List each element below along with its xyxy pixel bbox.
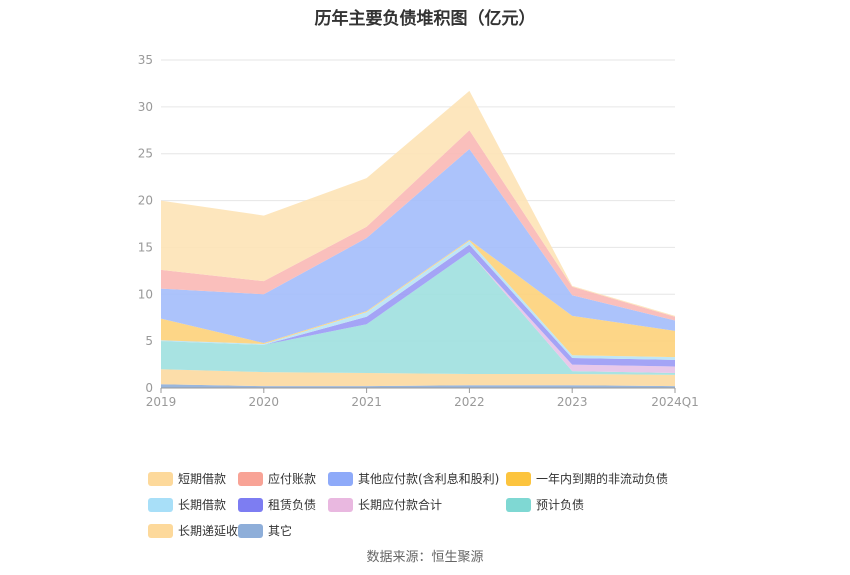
legend-item[interactable]: 长期应付款合计 [328, 496, 442, 513]
axes: 0 5 10 15 20 25 30 35 2019 2020 2021 2022 2023 2024Q1 [138, 53, 699, 409]
y-tick-label: 10 [138, 287, 153, 301]
x-tick-label: 2021 [351, 395, 382, 409]
legend-item[interactable]: 其他应付款(含利息和股利) [328, 470, 499, 487]
y-tick-label: 0 [145, 381, 153, 395]
area-series [161, 90, 675, 388]
legend-label: 一年内到期的非流动负债 [536, 472, 669, 486]
legend-swatch [506, 497, 531, 512]
x-tick-label: 2024Q1 [651, 395, 699, 409]
legend-swatch [328, 497, 353, 512]
legend-swatch [328, 471, 353, 486]
y-tick-label: 20 [138, 194, 153, 208]
legend-swatch [506, 471, 531, 486]
legend-label: 其它 [268, 524, 293, 538]
legend-label: 应付账款 [268, 472, 317, 486]
area-应付账款[interactable] [161, 130, 675, 321]
legend-label: 其他应付款(含利息和股利) [358, 472, 500, 486]
area-其他应付款(含利息和股利)[interactable] [161, 149, 675, 344]
x-tick-label: 2023 [557, 395, 588, 409]
legend-label: 长期递延收益 [178, 524, 251, 538]
legend-swatch [238, 471, 263, 486]
legend-swatch [148, 523, 173, 538]
area-租赁负债[interactable] [161, 244, 675, 367]
area-短期借款[interactable] [161, 90, 675, 317]
legend-label: 长期借款 [178, 498, 227, 512]
legend-item[interactable]: 其它 [238, 522, 292, 539]
y-tick-label: 35 [138, 53, 153, 67]
x-tick-label: 2022 [454, 395, 485, 409]
x-tick-label: 2020 [249, 395, 280, 409]
legend-item[interactable]: 长期借款 [148, 496, 226, 513]
legend-swatch [148, 497, 173, 512]
legend-item[interactable]: 应付账款 [238, 470, 316, 487]
legend-item[interactable]: 租赁负债 [238, 496, 316, 513]
legend-item[interactable]: 预计负债 [506, 496, 584, 513]
y-tick-label: 30 [138, 100, 153, 114]
area-长期递延收益[interactable] [161, 369, 675, 387]
area-一年内到期的非流动负债[interactable] [161, 239, 675, 358]
legend-item[interactable]: 短期借款 [148, 470, 226, 487]
legend-label: 租赁负债 [268, 498, 317, 512]
legend-label: 预计负债 [536, 498, 585, 512]
legend-label: 长期应付款合计 [358, 498, 443, 512]
legend-swatch [238, 523, 263, 538]
x-tick-label: 2019 [146, 395, 177, 409]
legend-label: 短期借款 [178, 472, 227, 486]
legend-item[interactable]: 长期递延收益 [148, 522, 250, 539]
y-tick-label: 5 [145, 334, 153, 348]
data-source: 数据来源：恒生聚源 [366, 550, 484, 565]
y-tick-label: 15 [138, 240, 153, 254]
y-tick-label: 25 [138, 147, 153, 161]
chart-title: 历年主要负债堆积图（亿元） [314, 9, 536, 29]
legend-swatch [238, 497, 263, 512]
legend-item[interactable]: 一年内到期的非流动负债 [506, 470, 668, 487]
legend-swatch [148, 471, 173, 486]
area-预计负债[interactable] [161, 252, 675, 375]
